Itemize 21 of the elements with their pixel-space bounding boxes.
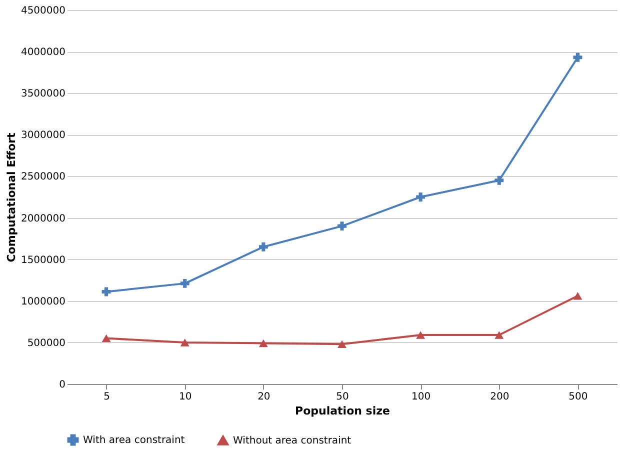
y-tick-label: 1000000 [20,296,66,308]
y-tick-label: 3500000 [20,88,66,100]
y-axis-title: Computational Effort [4,132,18,262]
x-tick-label: 500 [568,392,588,402]
y-tick-label: 4000000 [20,47,66,58]
legend-label: With area constraint [83,435,185,446]
y-tick-label: 2500000 [20,172,66,183]
legend-label: Without area constraint [233,435,352,446]
y-tick-label: 4500000 [20,6,66,16]
x-axis-title: Population size [295,404,390,418]
x-tick-label: 10 [178,392,192,402]
x-tick-label: 5 [104,392,110,402]
y-tick-label: 0 [59,380,66,390]
x-tick-label: 20 [258,392,270,402]
y-tick-label: 1500000 [20,254,66,266]
y-tick-label: 3000000 [20,130,66,142]
x-tick-label: 200 [490,392,510,402]
x-tick-label: 100 [412,392,431,402]
x-tick-label: 50 [336,392,349,402]
y-tick-label: 2000000 [20,213,66,224]
y-tick-label: 500000 [27,338,66,349]
